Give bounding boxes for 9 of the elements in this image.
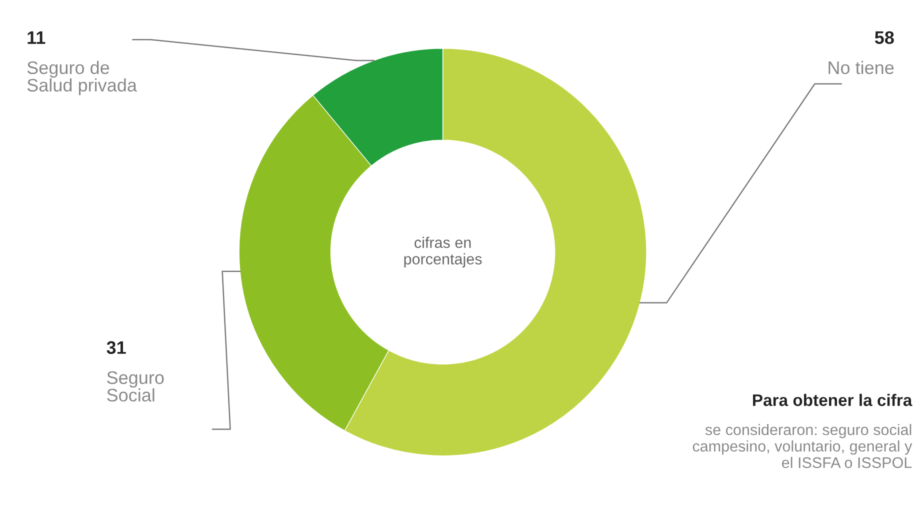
slice-label: Seguro de Salud privada — [27, 60, 137, 96]
data-label: 58 — [874, 31, 894, 44]
data-label: 11 — [28, 31, 46, 44]
slice-label: No tiene — [828, 60, 894, 74]
slice-label: Seguro Social — [107, 371, 164, 402]
text: Para obtener la cifra — [753, 394, 912, 406]
text: se consideraron: seguro social campesino, voluntario, general y el ISSFA o ISSPOL — [692, 424, 912, 468]
text: cifras en porcentajes — [404, 236, 482, 268]
data-label: 31 — [106, 341, 126, 354]
